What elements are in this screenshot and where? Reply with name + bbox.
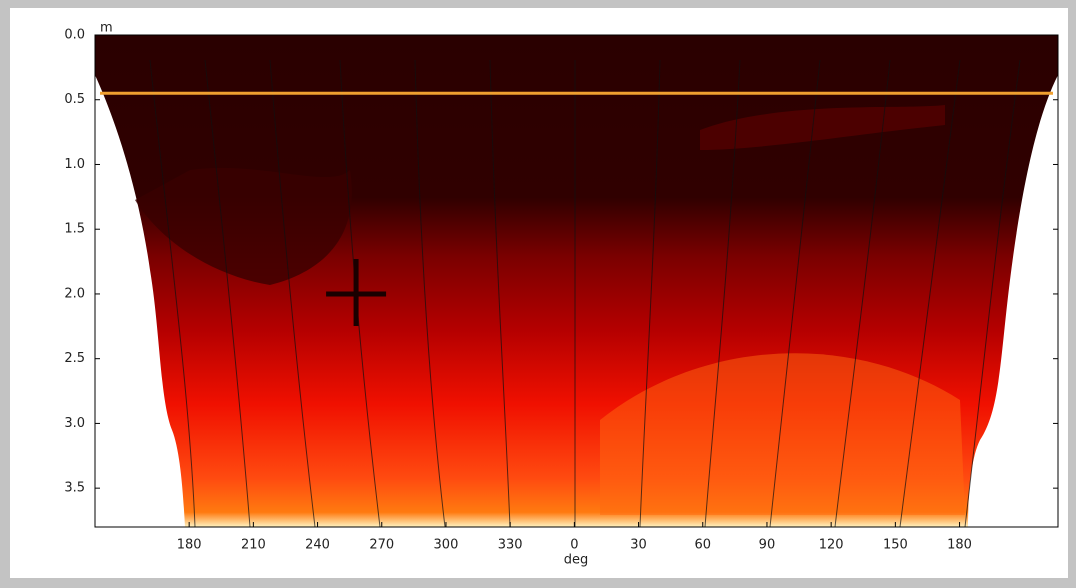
x-tick-label: 240	[305, 538, 330, 553]
contour-region	[600, 353, 965, 515]
x-tick-label: 270	[369, 538, 394, 553]
guide-lines	[149, 59, 1021, 528]
x-tick-label: 330	[498, 538, 523, 553]
x-tick-label: 300	[434, 538, 459, 553]
x-tick-label: 180	[947, 538, 972, 553]
contour-region	[135, 167, 352, 285]
y-tick-label: 0.0	[64, 28, 85, 43]
y-tick-label: 2.5	[64, 351, 85, 366]
x-tick-label: 180	[177, 538, 202, 553]
y-tick-label: 1.5	[64, 222, 85, 237]
x-tick-label: 210	[241, 538, 266, 553]
x-tick-label: 90	[759, 538, 776, 553]
plot-frame	[94, 34, 1059, 528]
x-tick-label: 60	[694, 538, 711, 553]
y-tick-label: 1.0	[64, 157, 85, 172]
y-tick-label: 2.0	[64, 286, 85, 301]
x-tick-label: 0	[570, 538, 578, 553]
x-tick-label: 120	[819, 538, 844, 553]
y-tick-label: 3.0	[64, 416, 85, 431]
cross-marker	[326, 258, 387, 326]
x-axis-label: deg	[564, 553, 589, 568]
x-tick-label: 30	[630, 538, 647, 553]
y-axis-label: m	[100, 21, 113, 36]
x-tick-label: 150	[883, 538, 908, 553]
y-tick-label: 0.5	[64, 92, 85, 107]
y-tick-label: 3.5	[64, 481, 85, 496]
